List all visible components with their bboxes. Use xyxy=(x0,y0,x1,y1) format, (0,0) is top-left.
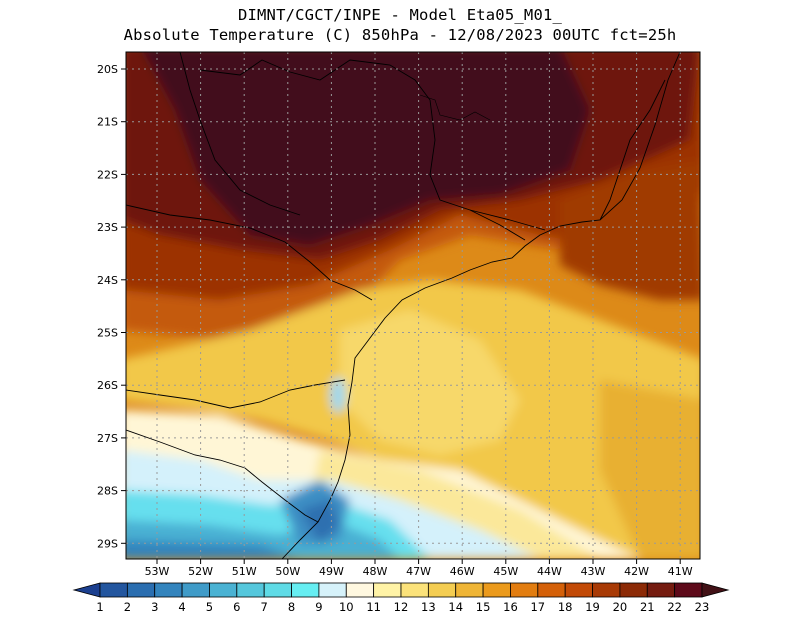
colorbar-swatch xyxy=(263,582,292,598)
colorbar-swatch xyxy=(181,582,210,598)
colorbar-label: 17 xyxy=(530,600,545,614)
colorbar-swatch xyxy=(154,582,183,598)
lon-label: 51W xyxy=(232,565,257,578)
colorbar-swatch xyxy=(592,582,621,598)
colorbar-overflow-triangle xyxy=(701,582,730,598)
lon-label: 50W xyxy=(275,565,300,578)
lat-label: 29S xyxy=(97,537,118,550)
chart-title-line-2: Absolute Temperature (C) 850hPa - 12/08/… xyxy=(123,26,677,44)
state-border-mg-sp xyxy=(199,59,546,231)
lat-label: 25S xyxy=(97,327,118,340)
lon-label: 44W xyxy=(537,565,562,578)
colorbar-label: 10 xyxy=(339,600,354,614)
colorbar-label: 19 xyxy=(585,600,600,614)
colorbar-underflow-triangle xyxy=(72,582,101,598)
state-border-mg-rj xyxy=(469,209,526,241)
colorbar-label: 6 xyxy=(233,600,240,614)
lat-label: 20S xyxy=(97,63,118,76)
grid-lines xyxy=(126,52,700,559)
longitude-axis: 53W 52W 51W 50W 49W 48W 47W 46W 45W 44W 43W 42W 41W xyxy=(145,559,693,578)
lat-label: 23S xyxy=(97,221,118,234)
colorbar-swatch xyxy=(318,582,347,598)
colorbar-label: 4 xyxy=(178,600,185,614)
lat-label: 27S xyxy=(97,432,118,445)
colorbar-label: 9 xyxy=(315,600,322,614)
colorbar-label: 15 xyxy=(476,600,491,614)
lon-label: 42W xyxy=(624,565,649,578)
lon-label: 41W xyxy=(668,565,693,578)
colorbar-swatch xyxy=(209,582,238,598)
colorbar-label: 20 xyxy=(613,600,628,614)
lat-label: 21S xyxy=(97,116,118,129)
colorbar-swatch xyxy=(455,582,484,598)
state-border-sp-pr xyxy=(126,204,373,301)
lon-label: 47W xyxy=(406,565,431,578)
state-border-sc-rs xyxy=(126,429,319,523)
colorbar-label: 11 xyxy=(366,600,381,614)
colorbar-swatch xyxy=(236,582,265,598)
state-border-es xyxy=(599,79,666,221)
latitude-axis: 20S 21S 22S 23S 24S 25S 26S 27S 28S 29S xyxy=(97,63,126,550)
lon-label: 49W xyxy=(319,565,344,578)
lat-label: 22S xyxy=(97,168,118,181)
colorbar-swatch xyxy=(537,582,566,598)
lon-label: 53W xyxy=(145,565,170,578)
colorbar-label: 21 xyxy=(640,600,655,614)
colorbar-swatch xyxy=(510,582,539,598)
colorbar-label: 3 xyxy=(151,600,158,614)
colorbar-label: 2 xyxy=(124,600,131,614)
colorbar-label: 12 xyxy=(394,600,409,614)
colorbar-label: 8 xyxy=(288,600,295,614)
colorbar-swatch xyxy=(674,582,703,598)
colorbar-swatch xyxy=(345,582,375,598)
colorbar-label: 23 xyxy=(695,600,710,614)
colorbar-swatch xyxy=(564,582,593,598)
colorbar-label: 1 xyxy=(96,600,103,614)
colorbar-swatch xyxy=(373,582,402,598)
colorbar-swatch xyxy=(646,582,676,598)
chart-title-line-1: DIMNT/CGCT/INPE - Model Eta05_M01_ xyxy=(237,6,563,24)
colorbar-swatch xyxy=(427,582,457,598)
colorbar-label: 14 xyxy=(448,600,463,614)
colorbar-label: 22 xyxy=(667,600,682,614)
colorbar-swatch xyxy=(482,582,511,598)
lat-label: 26S xyxy=(97,379,118,392)
coastline xyxy=(281,52,681,559)
colorbar-swatch xyxy=(291,582,320,598)
lon-label: 52W xyxy=(188,565,213,578)
coastline-and-borders xyxy=(126,52,681,559)
colorbar-label: 5 xyxy=(206,600,213,614)
lat-label: 28S xyxy=(97,485,118,498)
lon-label: 45W xyxy=(493,565,518,578)
state-border-go xyxy=(179,52,301,216)
colorbar-swatch xyxy=(619,582,648,598)
temperature-field xyxy=(126,52,700,559)
lat-label: 24S xyxy=(97,274,118,287)
colorbar: 1 2 3 4 5 6 7 8 9 10 11 12 13 14 15 16 17 18 19 20 21 22 23 xyxy=(72,582,730,614)
lon-label: 46W xyxy=(450,565,475,578)
colorbar-label: 16 xyxy=(503,600,518,614)
state-border-pr-sc xyxy=(126,379,346,409)
colorbar-label: 13 xyxy=(421,600,436,614)
map-frame xyxy=(125,51,701,560)
lon-label: 43W xyxy=(581,565,606,578)
colorbar-swatch xyxy=(99,582,128,598)
colorbar-label: 18 xyxy=(558,600,573,614)
colorbar-label: 7 xyxy=(261,600,268,614)
lon-label: 48W xyxy=(363,565,388,578)
colorbar-swatch xyxy=(126,582,156,598)
dam-lakes xyxy=(419,94,491,121)
colorbar-swatch xyxy=(400,582,429,598)
